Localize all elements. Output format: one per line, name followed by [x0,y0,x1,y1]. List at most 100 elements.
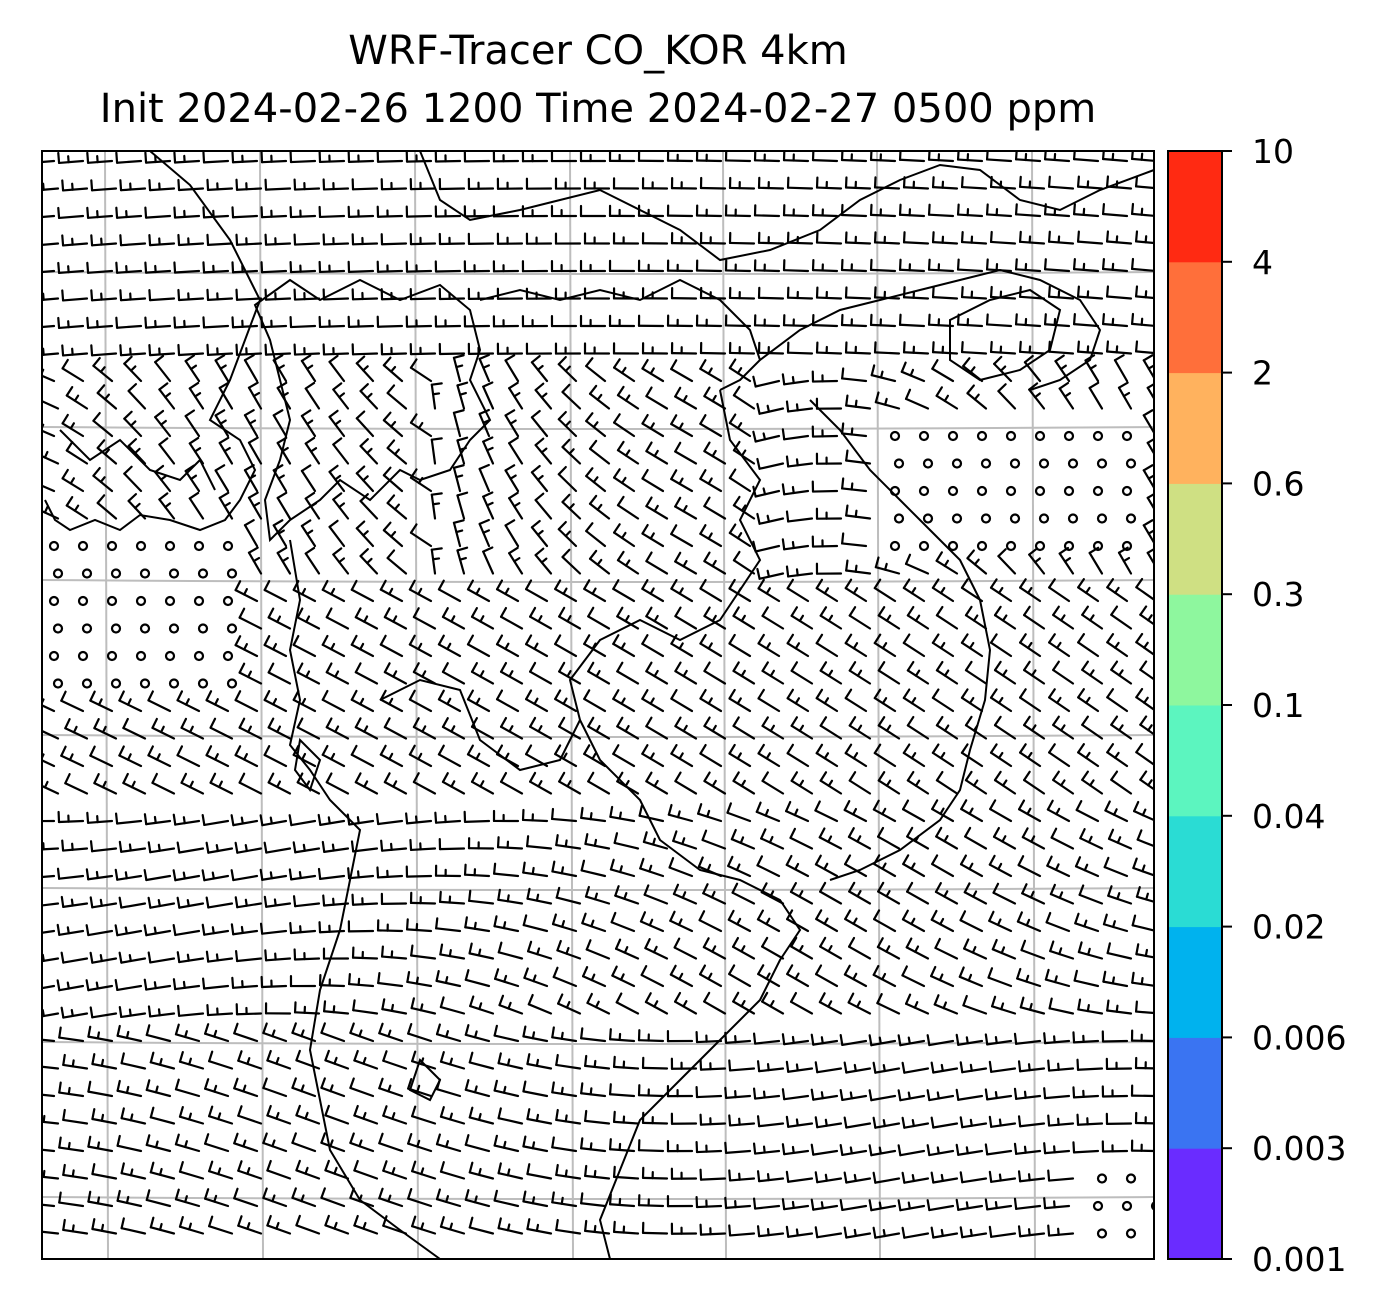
wind-barb [641,579,665,603]
colorbar-swatch [1168,1148,1222,1260]
wind-barb [554,232,582,245]
calm-wind-marker [893,458,905,469]
wind-barb [530,354,549,383]
wind-barb [90,289,118,302]
wind-barb [430,547,443,575]
wind-barb [699,341,727,355]
wind-barb [670,524,694,548]
wind-barb [478,353,491,383]
wind-barb [1105,285,1133,300]
wind-barb [144,206,172,219]
wind-barb [386,439,408,465]
wind-barb [347,260,375,273]
wind-barb [670,359,694,383]
wind-barb [781,538,810,551]
wind-barb [1101,151,1129,163]
wind-barb [272,519,288,548]
calm-wind-marker [1125,458,1137,469]
wind-barb [579,204,607,218]
wind-barb [1076,285,1104,300]
wind-barb [786,176,814,190]
calm-wind-marker [164,540,176,552]
wind-barb [530,519,549,548]
wind-barb [585,522,607,548]
wind-barb [873,176,901,190]
colorbar-swatch [1168,705,1222,817]
wind-barb [782,204,810,218]
wind-barb [550,314,578,328]
wind-barb [931,231,959,245]
wind-barb [158,492,176,520]
wind-barb [1076,230,1104,245]
wind-barb [467,232,495,245]
wind-barb [1047,340,1075,355]
wind-barb [583,232,611,245]
wind-barb [482,546,495,575]
wind-barb [815,341,843,355]
wind-barb [641,523,665,548]
coastline-island-south [408,1058,442,1102]
wind-barb [724,314,752,328]
wind-barb [144,261,172,274]
wind-barb [525,177,553,190]
wind-barb [467,342,495,355]
wind-barb [728,341,756,355]
wind-barb [1130,151,1154,162]
calm-wind-marker [1009,513,1021,524]
wind-barb [898,258,926,273]
wind-barb [243,354,259,383]
wind-barb [42,292,60,301]
wind-barb [123,465,143,493]
wind-barb [347,315,375,328]
wind-barb [695,151,723,163]
wind-barb [1088,381,1104,410]
wind-barb [927,258,955,273]
wind-barb [247,546,263,575]
wind-barb [1134,285,1154,300]
wind-barb [521,315,549,328]
wind-barb [554,342,582,355]
wind-barb [235,343,263,356]
wind-barb [752,485,781,498]
wind-barb [815,397,843,410]
wind-barb [870,364,897,383]
wind-barb [234,580,259,603]
wind-barb [231,261,259,274]
wind-barb [405,315,433,328]
wind-barb [206,343,234,356]
wind-barb [666,151,694,163]
wind-barb [815,286,843,300]
wind-barb [554,177,582,190]
wind-barb [276,381,292,410]
wind-barb [478,518,491,548]
wind-barb [534,547,553,575]
wind-barb [380,233,408,246]
wind-barb [61,413,85,438]
wind-barb [840,203,868,218]
calm-wind-marker [1063,485,1075,497]
wind-barb [811,370,839,383]
wind-barb [86,261,114,274]
wind-barb [328,464,346,493]
wind-barb [300,354,317,383]
wind-barb [815,176,843,190]
wind-barb [699,359,723,383]
wind-barb [985,203,1013,218]
wind-barb [585,412,607,438]
wind-barb [235,178,263,191]
wind-barb [322,233,350,246]
wind-barb [1028,547,1046,575]
wind-barb [355,465,375,493]
wind-barb [154,464,172,493]
wind-barb [616,440,640,465]
wind-barb [347,205,375,218]
calm-wind-marker [106,595,118,607]
wind-barb [1134,175,1154,190]
calm-wind-marker [1005,540,1017,552]
wind-barb [92,356,114,383]
wind-barb [437,579,462,603]
wind-barb [304,546,321,575]
wind-barb [61,344,89,357]
